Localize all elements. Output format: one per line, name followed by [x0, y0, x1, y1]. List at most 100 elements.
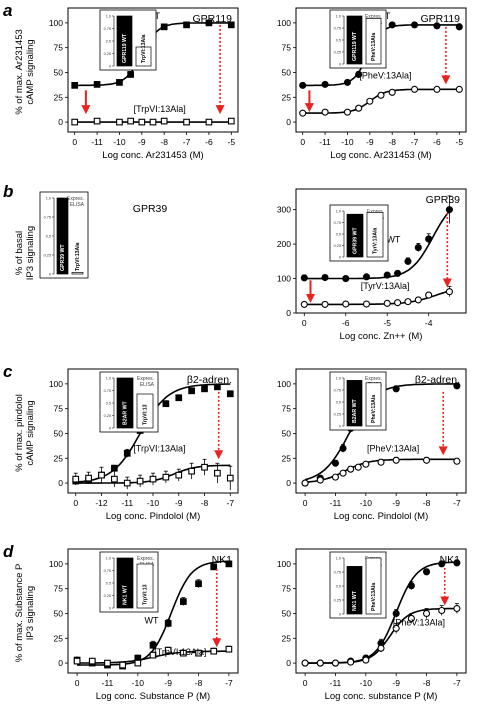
plot-frame	[295, 7, 467, 133]
data-point	[160, 117, 168, 125]
data-point	[183, 118, 190, 126]
data-point	[411, 21, 419, 29]
inset-bar-label: PheV:13Ala	[371, 33, 377, 61]
y-tick-label: 50	[54, 608, 64, 618]
fit-curve	[304, 210, 451, 280]
series-mutant	[300, 286, 453, 308]
inset-title-line: Expres.	[365, 14, 382, 20]
data-point	[300, 274, 308, 282]
data-point	[453, 457, 461, 465]
series-annotation: [TrpVI:13Ala]	[134, 104, 186, 114]
panel-letter: d	[3, 542, 14, 561]
data-point	[394, 299, 402, 307]
data-point	[407, 582, 415, 590]
data-point	[180, 649, 187, 657]
x-axis-label: Log conc. substance P (M)	[325, 691, 438, 702]
data-point	[347, 465, 355, 473]
panel-letter: b	[3, 182, 13, 201]
x-axis-label: Log conc. Ar231453 (M)	[102, 150, 203, 161]
inset-bar	[116, 15, 133, 67]
inset-title: Expres.ELISA	[137, 376, 155, 388]
data-point	[162, 473, 170, 481]
data-point	[149, 475, 157, 483]
data-point	[362, 460, 370, 468]
inset-bar	[365, 557, 382, 615]
red-arrow	[81, 90, 91, 115]
arrow-head	[304, 103, 314, 113]
data-point	[301, 659, 309, 667]
data-point	[453, 604, 461, 613]
data-point	[98, 471, 105, 479]
inset-tick-label: 0	[49, 273, 51, 277]
data-point	[392, 456, 400, 464]
data-point	[93, 117, 101, 125]
y-tick-label: 25	[282, 92, 292, 102]
data-point	[453, 559, 461, 567]
data-point	[214, 469, 221, 477]
data-point	[453, 382, 461, 390]
arrow-head	[215, 105, 225, 115]
plot-frame	[295, 548, 467, 674]
x-tick-label: -5	[383, 318, 391, 328]
y-tick-label: 0	[286, 308, 291, 318]
x-tick-label: -10	[147, 498, 160, 508]
inset-tick-label: 0.75	[334, 221, 341, 225]
y-tick-label: 100	[49, 18, 63, 28]
y-tick-label: 75	[282, 404, 292, 414]
inset-bar	[135, 46, 152, 67]
inset-bar	[365, 382, 382, 427]
data-point	[119, 661, 126, 669]
data-point	[227, 117, 235, 125]
y-tick-label: 100	[49, 559, 63, 569]
inset-tick-label: 0.5	[336, 39, 341, 43]
data-point	[195, 649, 202, 657]
data-point	[225, 645, 233, 653]
series-mutant	[73, 645, 233, 669]
y-tick-label: 100	[277, 559, 291, 569]
data-point	[321, 80, 329, 88]
inset-title: Expres.ELISA	[67, 196, 85, 208]
red-arrow	[304, 90, 314, 113]
inset-title-line: Expres.	[367, 209, 384, 215]
series-annotation: [PheV:13Ala]	[359, 70, 411, 80]
data-point	[331, 659, 340, 667]
x-tick-label: -11	[330, 678, 342, 688]
y-tick-label: 50	[54, 428, 64, 438]
x-tick-label: -10	[360, 498, 373, 508]
x-tick-label: -7	[183, 137, 191, 147]
y-tick-label: 50	[282, 428, 292, 438]
x-tick-label: -7	[411, 137, 419, 147]
y-axis-label: % of max. pindolol cAMP signaling	[14, 394, 36, 472]
x-tick-label: 0	[302, 318, 307, 328]
data-point	[388, 88, 396, 96]
y-tick-label: 0	[286, 478, 291, 488]
data-point	[342, 300, 350, 308]
y-axis-label-line: cAMP signaling	[25, 400, 36, 465]
data-point	[149, 641, 157, 649]
data-point	[321, 273, 329, 282]
data-point	[188, 387, 195, 395]
data-point	[300, 300, 308, 308]
data-point	[425, 291, 433, 299]
data-point	[455, 23, 463, 31]
inset-title-line: Expres.	[137, 376, 154, 382]
y-axis-label-line: IP3 signaling	[25, 586, 36, 640]
arrow-head	[442, 278, 452, 288]
inset-tick-label: 0.5	[336, 401, 341, 405]
series-annotation: WT	[144, 615, 158, 625]
x-tick-label: -8	[423, 678, 431, 688]
inset-title-line: ELISA	[70, 202, 85, 208]
y-tick-label: 0	[58, 117, 63, 127]
data-point	[343, 78, 351, 86]
data-point	[377, 644, 385, 652]
red-dotted-arrow	[212, 568, 222, 648]
y-tick-label: 25	[54, 92, 64, 102]
x-tick-label: -11	[121, 498, 133, 508]
data-point	[116, 118, 123, 126]
data-point	[362, 300, 371, 308]
inset-tick-label: 1.0	[46, 197, 51, 201]
